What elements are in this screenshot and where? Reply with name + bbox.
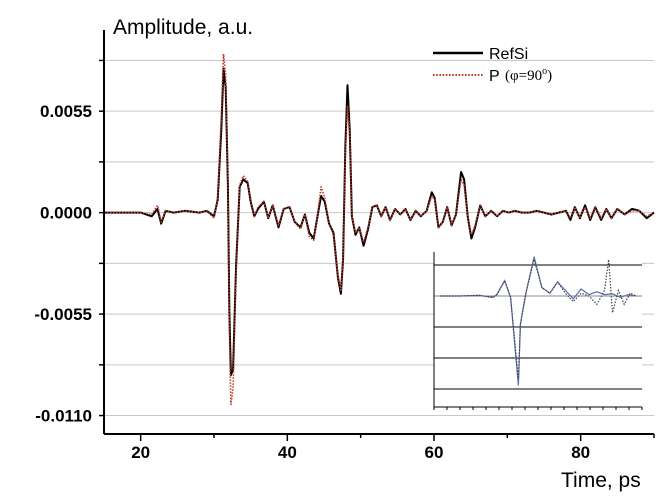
legend-param-close: ) [547, 68, 552, 84]
legend-label-refsi: RefSi [489, 46, 528, 63]
axes [103, 30, 654, 435]
inset-series-1 [440, 257, 637, 381]
y-tick-label: -0.0055 [34, 305, 92, 324]
legend-param-sup: o [542, 66, 547, 77]
y-tick-label: -0.0110 [35, 407, 92, 426]
y-tick-label: 0.0000 [40, 204, 92, 223]
tick-labels: -0.0110 -0.0055 0.0000 0.0055 20 40 60 80 [34, 102, 590, 462]
series-line-p [104, 53, 655, 406]
x-axis-title: Time, ps [561, 469, 641, 492]
x-tick-label: 60 [425, 443, 444, 462]
legend-label-p-param: (φ=90o) [505, 66, 552, 84]
x-tick-label: 40 [278, 443, 297, 462]
legend-param-text: (φ=90 [505, 68, 542, 84]
legend-label-p: P [489, 68, 500, 85]
y-tick-label: 0.0055 [40, 102, 92, 121]
tick-marks [99, 59, 655, 441]
legend: RefSi P (φ=90o) [433, 46, 552, 85]
inset-plot [433, 252, 643, 410]
x-tick-label: 80 [571, 443, 590, 462]
y-axis-title: Amplitude, a.u. [113, 16, 253, 39]
series-layer [104, 53, 655, 406]
x-tick-label: 20 [131, 443, 150, 462]
inset-background [434, 252, 642, 407]
